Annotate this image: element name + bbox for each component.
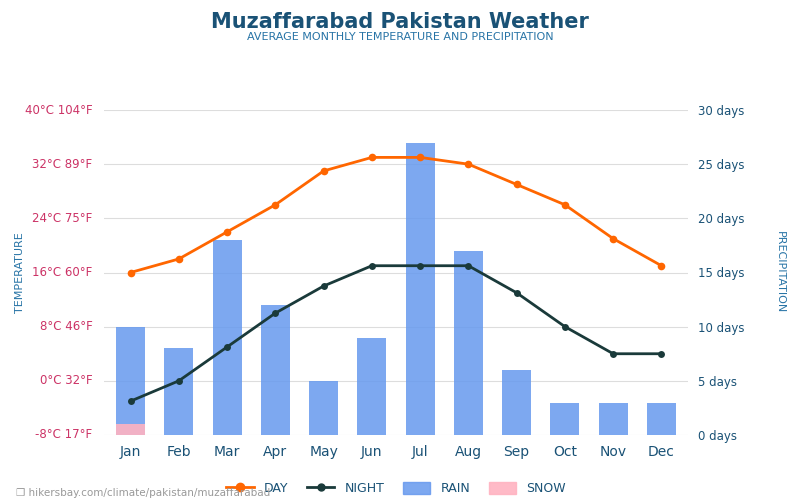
Legend: DAY, NIGHT, RAIN, SNOW: DAY, NIGHT, RAIN, SNOW bbox=[221, 477, 571, 500]
Bar bbox=[116, 424, 145, 435]
Bar bbox=[164, 348, 194, 435]
Text: ❒ hikersbay.com/climate/pakistan/muzaffarabad: ❒ hikersbay.com/climate/pakistan/muzaffa… bbox=[16, 488, 270, 498]
Bar bbox=[406, 142, 434, 435]
Text: TEMPERATURE: TEMPERATURE bbox=[15, 232, 25, 313]
Bar bbox=[550, 402, 579, 435]
Text: AVERAGE MONTHLY TEMPERATURE AND PRECIPITATION: AVERAGE MONTHLY TEMPERATURE AND PRECIPIT… bbox=[246, 32, 554, 42]
Bar bbox=[213, 240, 242, 435]
Text: 0°C 32°F: 0°C 32°F bbox=[40, 374, 92, 388]
Bar bbox=[261, 305, 290, 435]
Text: 40°C 104°F: 40°C 104°F bbox=[25, 104, 92, 117]
Bar bbox=[454, 251, 483, 435]
Bar bbox=[598, 402, 628, 435]
Bar bbox=[647, 402, 676, 435]
Text: PRECIPITATION: PRECIPITATION bbox=[775, 232, 785, 314]
Bar bbox=[358, 338, 386, 435]
Text: 24°C 75°F: 24°C 75°F bbox=[32, 212, 92, 225]
Text: 16°C 60°F: 16°C 60°F bbox=[32, 266, 92, 279]
Bar bbox=[116, 326, 145, 435]
Bar bbox=[309, 381, 338, 435]
Text: 32°C 89°F: 32°C 89°F bbox=[32, 158, 92, 170]
Text: Muzaffarabad Pakistan Weather: Muzaffarabad Pakistan Weather bbox=[211, 12, 589, 32]
Text: 8°C 46°F: 8°C 46°F bbox=[39, 320, 92, 333]
Bar bbox=[502, 370, 531, 435]
Text: -8°C 17°F: -8°C 17°F bbox=[35, 428, 92, 442]
